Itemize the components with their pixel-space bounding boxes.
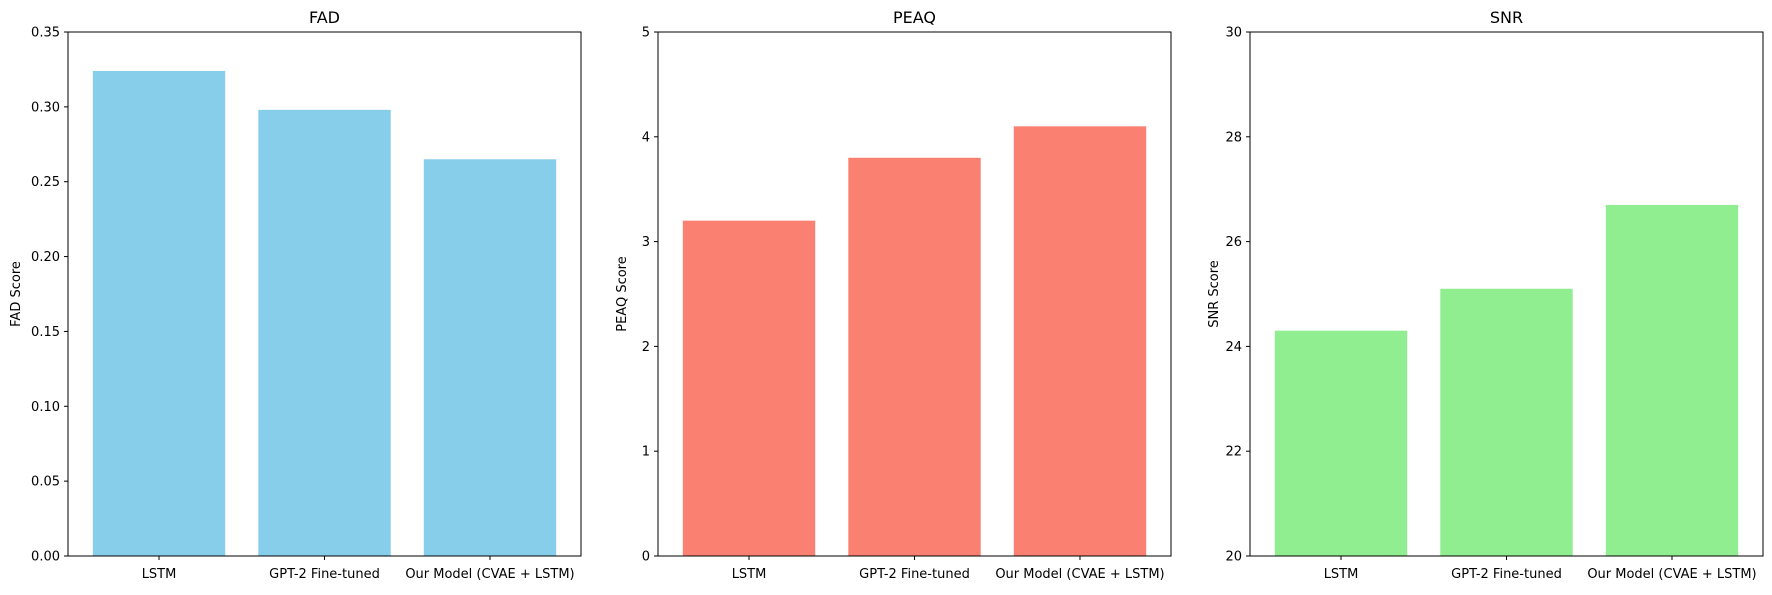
- y-tick-label: 20: [1225, 550, 1242, 565]
- y-tick-label: 3: [642, 235, 650, 250]
- chart-panel-2: LSTM GPT-2 Fine-tuned Our Model (CVAE + LS…: [615, 8, 1172, 582]
- bar-1: [92, 70, 226, 556]
- y-tick-label: 0.30: [31, 100, 60, 115]
- axes-frame: [657, 31, 1172, 557]
- axes-frame: [1249, 31, 1764, 557]
- y-tick-label: 26: [1225, 235, 1242, 250]
- chart-panel-3: LSTM GPT-2 Fine-tuned Our Model (CVAE + LS…: [1207, 8, 1764, 582]
- y-tick-label: 0.10: [31, 400, 60, 415]
- y-tick-label: 1: [642, 445, 650, 460]
- chart-title: SNR: [1490, 8, 1523, 27]
- bar-1: [1274, 330, 1408, 556]
- bar-3: [1013, 126, 1147, 556]
- y-axis-label: PEAQ Score: [615, 256, 630, 332]
- axes-frame: [67, 31, 582, 557]
- y-tick-label: 2: [642, 340, 650, 355]
- y-tick-label: 0.35: [31, 26, 60, 41]
- y-tick-label: 0.15: [31, 325, 60, 340]
- y-axis-label: SNR Score: [1207, 260, 1222, 328]
- x-tick-label: Our Model (CVAE + LSTM): [995, 567, 1164, 582]
- y-tick-label: 0.00: [31, 550, 60, 565]
- x-tick-label: GPT-2 Fine-tuned: [859, 567, 970, 582]
- bar-3: [1605, 204, 1739, 557]
- chart-title: FAD: [309, 8, 340, 27]
- y-tick-label: 0.05: [31, 475, 60, 490]
- y-tick-label: 28: [1225, 130, 1242, 145]
- chart-title: PEAQ: [893, 8, 936, 27]
- bar-2: [1440, 288, 1573, 556]
- x-tick-label: Our Model (CVAE + LSTM): [405, 567, 574, 582]
- chart-panel-1: LSTM GPT-2 Fine-tuned Our Model (CVAE + LS…: [9, 8, 582, 582]
- bar-1: [682, 220, 816, 556]
- y-tick-label: 22: [1225, 445, 1242, 460]
- y-tick-label: 4: [642, 130, 650, 145]
- y-tick-label: 5: [642, 26, 650, 41]
- y-tick-label: 24: [1225, 340, 1242, 355]
- x-tick-label: GPT-2 Fine-tuned: [269, 567, 380, 582]
- x-tick-label: Our Model (CVAE + LSTM): [1587, 567, 1756, 582]
- y-tick-label: 0: [642, 550, 650, 565]
- y-tick-label: 0.20: [31, 250, 60, 265]
- bar-2: [258, 109, 391, 556]
- y-tick-label: 0.25: [31, 175, 60, 190]
- x-tick-label: LSTM: [1324, 567, 1359, 582]
- bar-3: [423, 159, 557, 556]
- x-tick-label: LSTM: [142, 567, 177, 582]
- bar-2: [848, 157, 981, 556]
- y-axis-label: FAD Score: [9, 261, 24, 327]
- x-tick-label: GPT-2 Fine-tuned: [1451, 567, 1562, 582]
- y-tick-label: 30: [1225, 26, 1242, 41]
- x-tick-label: LSTM: [732, 567, 767, 582]
